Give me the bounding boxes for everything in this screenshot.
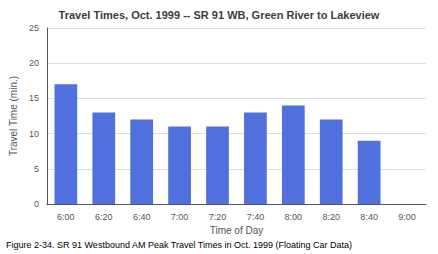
svg-text:7:40: 7:40 [247,212,265,222]
svg-text:8:40: 8:40 [360,212,378,222]
svg-text:8:20: 8:20 [322,212,340,222]
svg-text:7:20: 7:20 [209,212,227,222]
svg-text:10: 10 [29,129,39,139]
svg-text:20: 20 [29,58,39,68]
svg-text:Travel Time (min.): Travel Time (min.) [8,76,19,156]
svg-text:Figure 2-34. SR 91 Westbound A: Figure 2-34. SR 91 Westbound AM Peak Tra… [6,240,352,250]
svg-text:0: 0 [34,199,39,209]
svg-text:5: 5 [34,164,39,174]
svg-text:9:00: 9:00 [398,212,416,222]
svg-text:15: 15 [29,93,39,103]
svg-text:Travel Times, Oct. 1999 -- SR: Travel Times, Oct. 1999 -- SR 91 WB, Gre… [59,9,380,21]
svg-text:6:40: 6:40 [133,212,151,222]
svg-text:6:20: 6:20 [95,212,113,222]
svg-text:6:00: 6:00 [57,212,75,222]
svg-text:7:00: 7:00 [171,212,189,222]
svg-text:25: 25 [29,23,39,33]
svg-text:Time of Day: Time of Day [210,225,264,236]
svg-text:8:00: 8:00 [285,212,303,222]
